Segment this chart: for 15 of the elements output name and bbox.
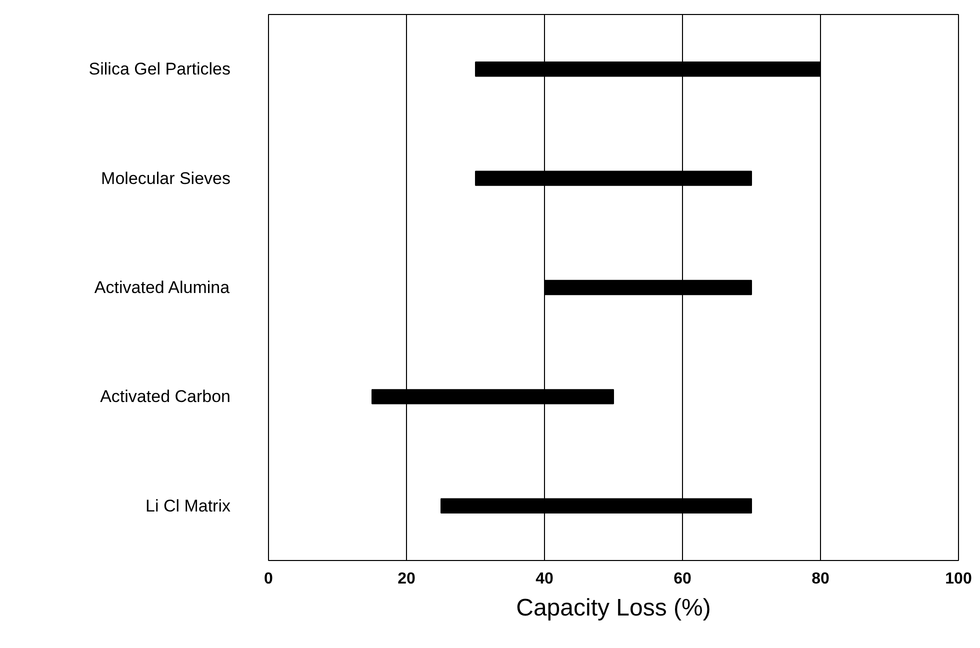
x-tick-label: 60: [674, 570, 692, 588]
x-tick-label: 20: [398, 570, 416, 588]
x-axis-title: Capacity Loss (%): [516, 594, 711, 622]
x-tick-label: 80: [812, 570, 830, 588]
x-tick-label: 0: [264, 570, 274, 588]
bar: [440, 498, 752, 514]
x-tick-label: 40: [536, 570, 554, 588]
y-tick-label: Molecular Sieves: [101, 168, 231, 188]
y-tick-label: Silica Gel Particles: [88, 60, 231, 79]
bar: [544, 280, 752, 296]
y-tick-label: Li Cl Matrix: [145, 496, 231, 516]
x-tick-label: 100: [945, 570, 972, 588]
bar: [475, 170, 752, 186]
y-tick-label: Activated Alumina: [94, 278, 230, 297]
y-tick-label: Activated Carbon: [100, 387, 230, 406]
